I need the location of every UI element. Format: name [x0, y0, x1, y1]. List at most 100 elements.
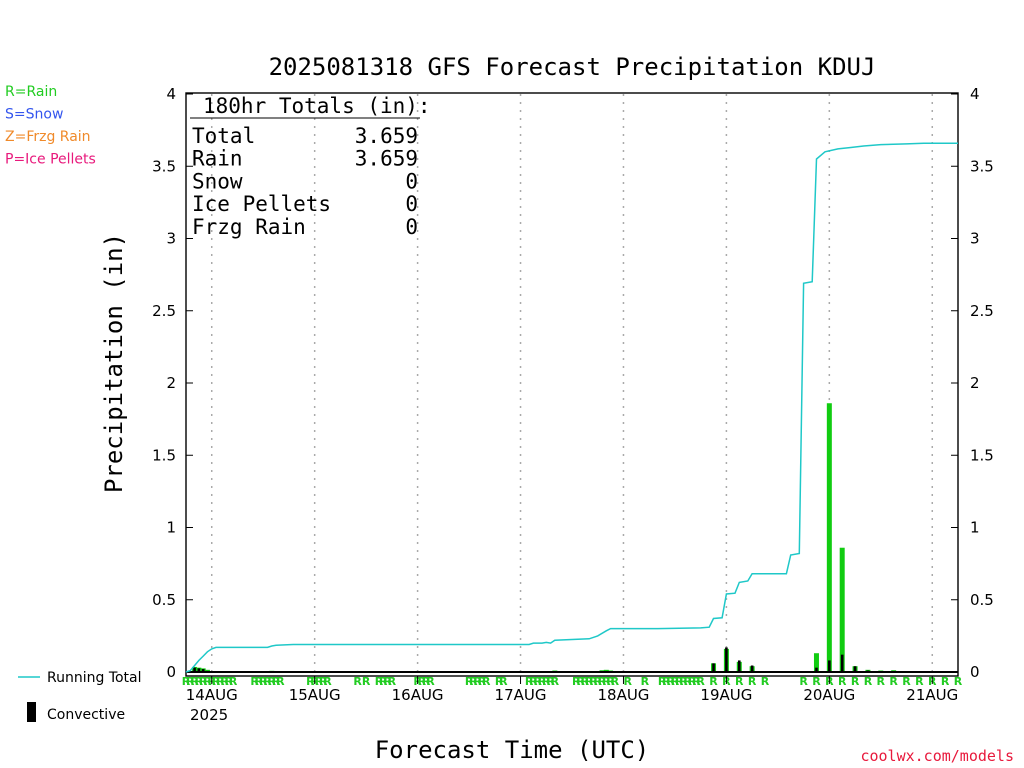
convective-bar — [197, 668, 201, 672]
totals-value: 0 — [405, 169, 418, 193]
rain-marker: R — [538, 675, 547, 688]
rain-marker: R — [199, 675, 208, 688]
rain-marker: R — [268, 675, 277, 688]
rain-marker: R — [572, 675, 581, 688]
rain-marker: R — [761, 675, 770, 688]
rain-marker: R — [692, 675, 701, 688]
rain-marker: R — [589, 675, 598, 688]
x-tick-label: 21AUG — [906, 686, 958, 704]
rain-marker: R — [679, 675, 688, 688]
precip-bar — [204, 669, 210, 672]
rain-marker: R — [388, 675, 397, 688]
rain-marker: R — [864, 675, 873, 688]
rain-marker: R — [593, 675, 602, 688]
rain-marker: R — [250, 675, 259, 688]
y-tick-label-right: 2.5 — [970, 302, 994, 320]
rain-marker: R — [306, 675, 315, 688]
convective-bar — [193, 667, 196, 672]
type-legend-item: Z=Frzg Rain — [5, 129, 91, 145]
rain-marker: R — [362, 675, 371, 688]
running-total-line — [185, 142, 958, 673]
rain-marker: R — [272, 675, 281, 688]
rain-marker: R — [533, 675, 542, 688]
series-legend: Running Total Convective — [18, 670, 142, 723]
rain-marker: R — [182, 675, 191, 688]
rain-marker: R — [195, 675, 204, 688]
rain-marker: R — [375, 675, 384, 688]
date-gridlines — [210, 94, 934, 672]
rain-marker: R — [902, 675, 911, 688]
rain-marker: R — [576, 675, 585, 688]
rain-marker: R — [551, 675, 560, 688]
rain-marker: R — [838, 675, 847, 688]
totals-value: 3.659 — [355, 124, 418, 148]
y-tick-label-right: 0 — [970, 663, 980, 681]
rain-marker: R — [812, 675, 821, 688]
plot-frame — [185, 92, 959, 677]
convective-bar — [725, 647, 728, 672]
totals-label: Rain — [192, 147, 243, 171]
rain-marker: R — [220, 675, 229, 688]
precip-bar — [813, 653, 819, 672]
rain-marker: R — [418, 675, 427, 688]
convective-bar — [853, 666, 857, 672]
running-total-legend-label: Running Total — [47, 670, 142, 686]
rain-marker: R — [190, 675, 199, 688]
rain-marker: R — [323, 675, 332, 688]
x-axis-label: Forecast Time (UTC) — [375, 736, 650, 764]
y-tick-label: 2 — [166, 374, 176, 392]
rain-marker: R — [581, 675, 590, 688]
type-legend-item: P=Ice Pellets — [5, 152, 96, 168]
rain-marker: R — [379, 675, 388, 688]
x-tick-label: 16AUG — [392, 686, 444, 704]
chart-title: 2025081318 GFS Forecast Precipitation KD… — [269, 53, 876, 81]
totals-label: Total — [192, 124, 255, 148]
x-tick-label: 15AUG — [289, 686, 341, 704]
rain-marker: R — [422, 675, 431, 688]
rain-marker: R — [851, 675, 860, 688]
y-axis-left: 0 0.5 1 1.5 2 2.5 3 3.5 4 — [152, 85, 193, 681]
rain-marker: R — [877, 675, 886, 688]
rain-marker: R — [383, 675, 392, 688]
rain-marker: R — [585, 675, 594, 688]
rain-marker: R — [598, 675, 607, 688]
rain-marker: R — [611, 675, 620, 688]
y-tick-label: 4 — [166, 85, 176, 103]
x-axis-date-ticks: 14AUG 15AUG 16AUG 17AUG 18AUG 19AUG 20AUG 21AUG — [186, 676, 958, 704]
y-tick-label: 1 — [166, 519, 176, 537]
y-axis-right: 0 0.5 1 1.5 2 2.5 3 3.5 4 — [951, 85, 994, 681]
rain-marker: R — [799, 675, 808, 688]
rain-marker: R — [315, 675, 324, 688]
convective-bar — [737, 660, 741, 672]
totals-label: Ice Pellets — [192, 192, 331, 216]
totals-box: 180hr Totals (in): Total 3.659 Rain 3.659 Sn… — [190, 94, 431, 239]
totals-label: Snow — [192, 169, 243, 193]
precip-bar — [603, 669, 609, 672]
convective-bars — [193, 647, 870, 672]
rain-marker: R — [675, 675, 684, 688]
rain-marker: R — [735, 675, 744, 688]
rain-marker: R — [225, 675, 234, 688]
y-tick-label: 1.5 — [152, 446, 176, 464]
rain-marker: R — [473, 675, 482, 688]
y-tick-label: 0.5 — [152, 591, 176, 609]
y-tick-label-right: 1 — [970, 519, 980, 537]
rain-marker: R — [229, 675, 238, 688]
convective-bar — [815, 667, 818, 672]
y-tick-label: 3 — [166, 230, 176, 248]
rain-marker: R — [662, 675, 671, 688]
rain-marker: R — [666, 675, 675, 688]
y-tick-label-right: 0.5 — [970, 591, 994, 609]
y-tick-label-right: 3.5 — [970, 157, 994, 175]
rain-marker: R — [525, 675, 534, 688]
totals-label: Frzg Rain — [192, 215, 306, 239]
precip-bar — [826, 403, 832, 672]
rain-marker: R — [641, 675, 650, 688]
convective-bar — [712, 663, 715, 672]
x-tick-label: 18AUG — [597, 686, 649, 704]
rain-marker: R — [495, 675, 504, 688]
rain-marker: R — [529, 675, 538, 688]
totals-value: 0 — [405, 192, 418, 216]
